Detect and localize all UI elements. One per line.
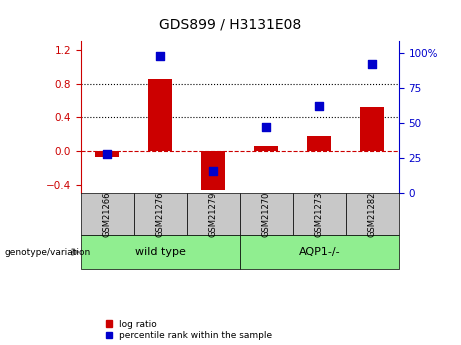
Text: GSM21273: GSM21273 [315, 191, 324, 237]
Point [103, 151, 111, 157]
Text: GSM21266: GSM21266 [103, 191, 112, 237]
Bar [95, 151, 119, 157]
Text: genotype/variation: genotype/variation [5, 247, 91, 257]
Bar [346, 193, 399, 235]
Text: GSM21270: GSM21270 [262, 191, 271, 237]
Bar [148, 79, 172, 151]
Point [209, 168, 217, 174]
Point [156, 53, 164, 59]
Bar [240, 193, 293, 235]
Text: wild type: wild type [135, 247, 186, 257]
Bar [240, 235, 399, 269]
Bar [361, 107, 384, 151]
Text: GSM21276: GSM21276 [156, 191, 165, 237]
Bar [293, 193, 346, 235]
Legend: log ratio, percentile rank within the sample: log ratio, percentile rank within the sa… [106, 320, 272, 341]
Bar [81, 235, 240, 269]
Point [315, 104, 323, 109]
Bar [81, 193, 134, 235]
Text: GSM21282: GSM21282 [368, 191, 377, 237]
Point [368, 61, 376, 67]
Bar [187, 193, 240, 235]
Text: AQP1-/-: AQP1-/- [298, 247, 340, 257]
Bar [307, 136, 331, 151]
Text: GDS899 / H3131E08: GDS899 / H3131E08 [160, 17, 301, 31]
Bar [254, 146, 278, 151]
Bar [134, 193, 187, 235]
Text: GSM21279: GSM21279 [209, 191, 218, 237]
Point [262, 125, 270, 130]
Bar [201, 151, 225, 190]
